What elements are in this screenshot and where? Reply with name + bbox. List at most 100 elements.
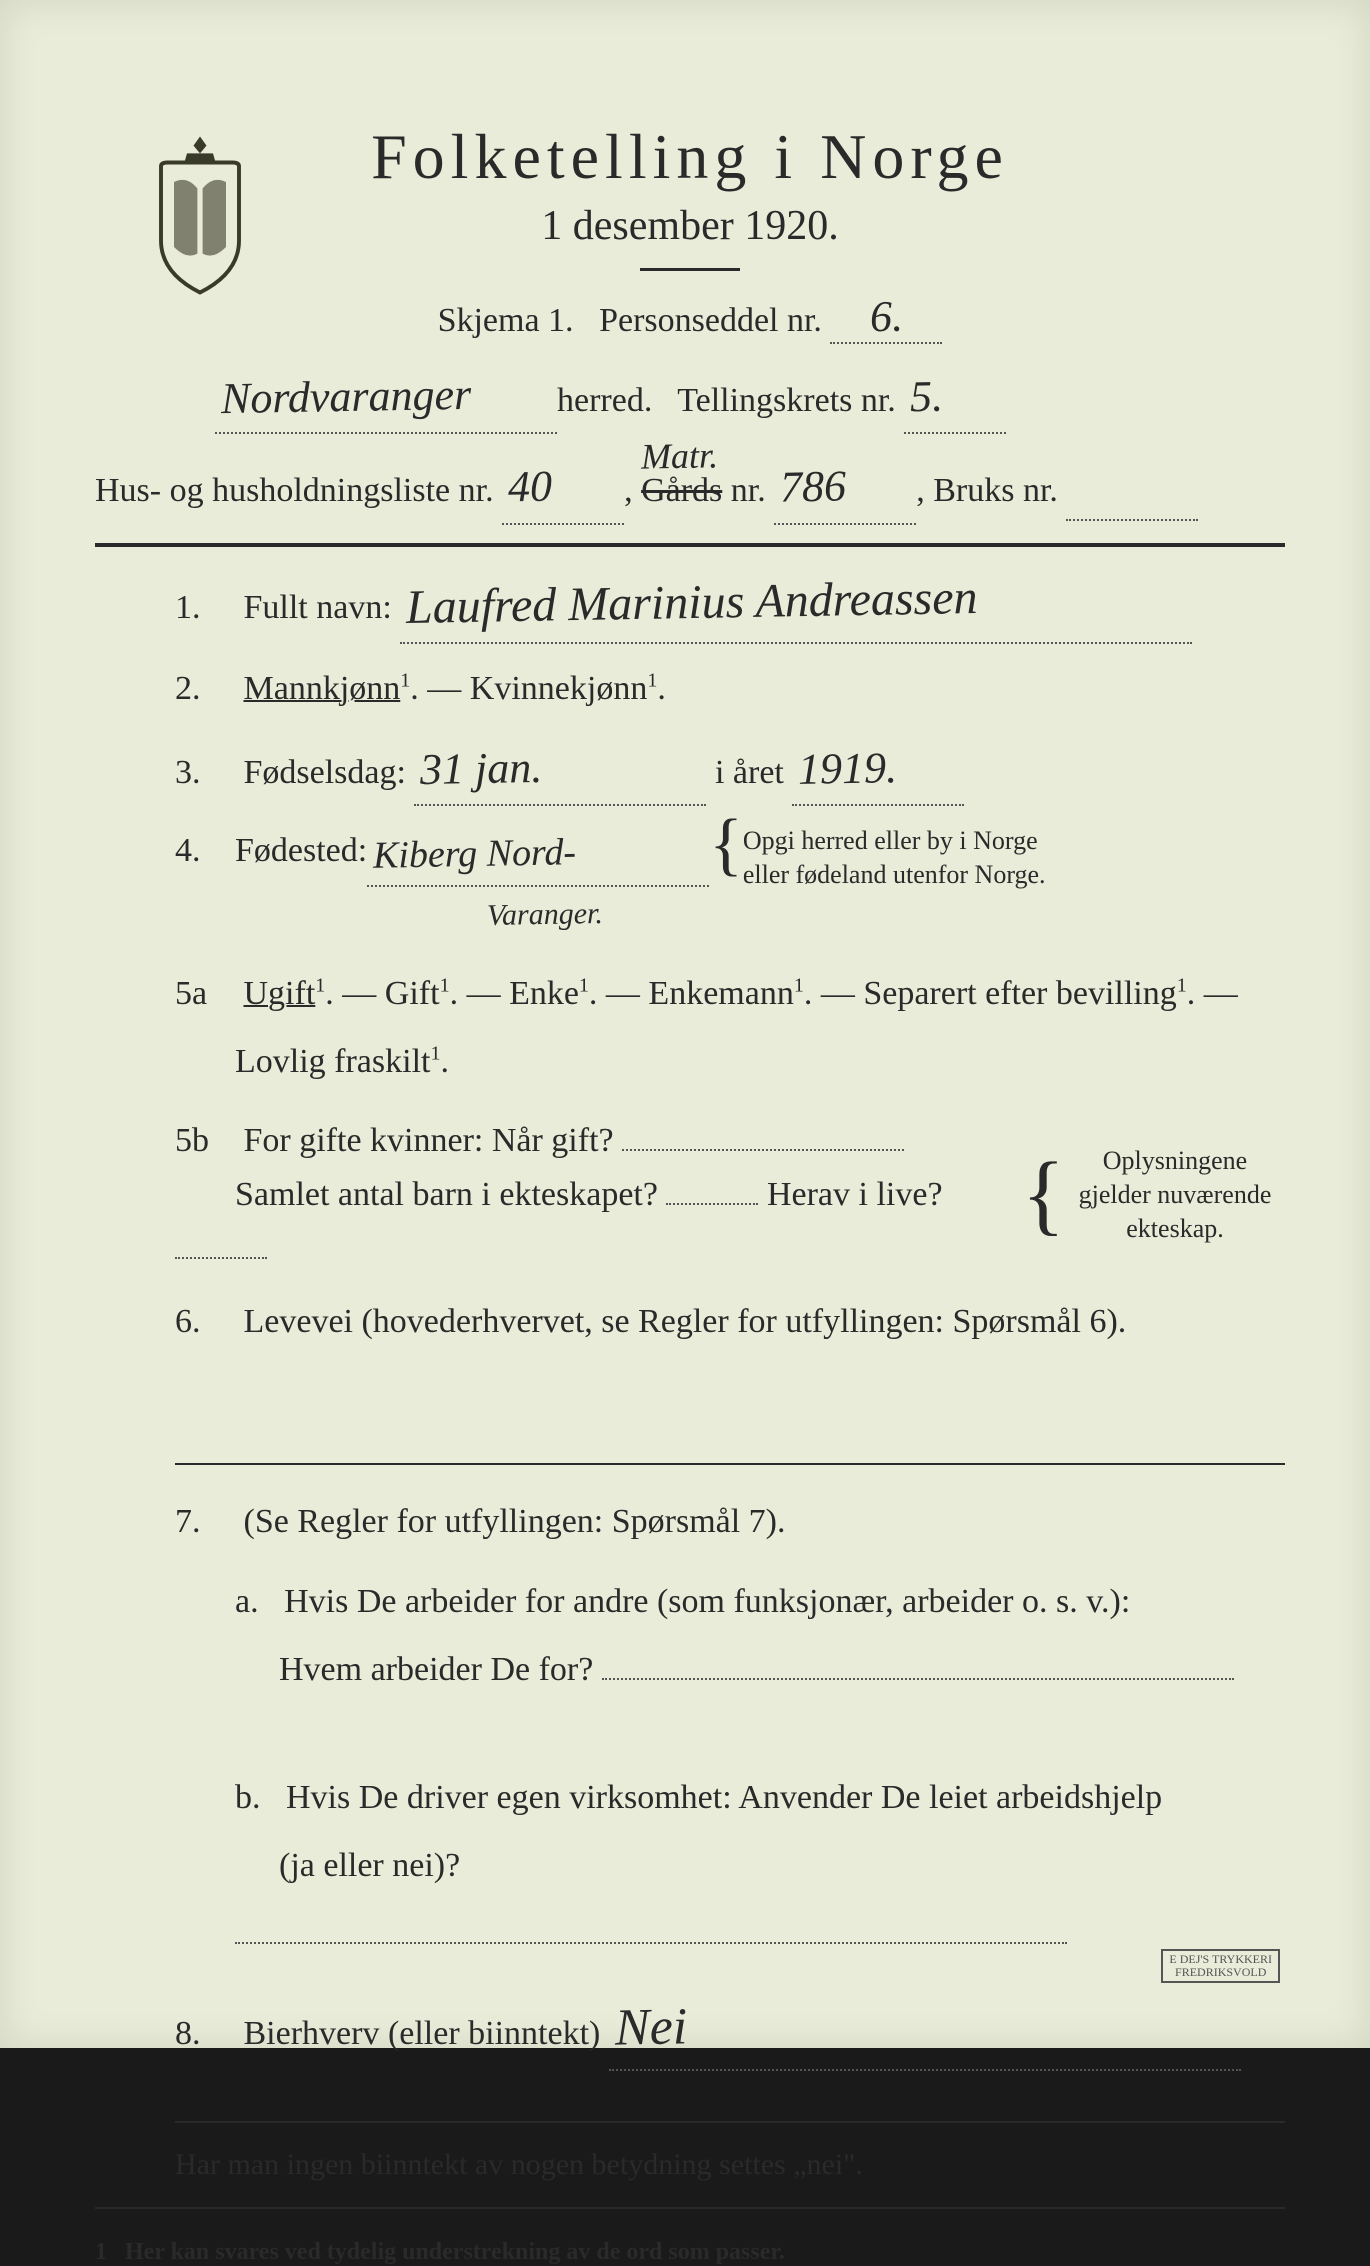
q7a-label: a. <box>235 1583 259 1620</box>
skjema-line: Skjema 1. Personseddel nr. 6. <box>95 291 1285 344</box>
q5b-line: 5b For gifte kvinner: Når gift? Samlet a… <box>95 1114 1285 1277</box>
q5a-s5: . — <box>1187 975 1238 1012</box>
q8-label: Bierhverv (eller biinntekt) <box>244 2015 601 2052</box>
q2-dash: . — <box>410 670 461 707</box>
q1-num: 1. <box>175 581 235 635</box>
tellingskrets-field: 5. <box>904 362 1006 434</box>
census-form-page: Folketelling i Norge 1 desember 1920. Sk… <box>0 0 1370 2048</box>
q4-value: Kiberg Nord- <box>373 823 577 887</box>
herred-value: Nordvaranger <box>220 360 471 435</box>
q5b-label2: Samlet antal barn i ekteskapet? <box>235 1176 658 1213</box>
stamp1: E DEJ'S TRYKKERI <box>1169 1952 1272 1966</box>
printer-stamp: E DEJ'S TRYKKERI FREDRIKSVOLD <box>1161 1949 1280 1983</box>
q1-field: Laufred Marinius Andreassen <box>400 565 1192 644</box>
q5b-note3: ekteskap. <box>1126 1214 1223 1243</box>
main-title: Folketelling i Norge <box>95 120 1285 194</box>
q4-line: 4. Fødested: Kiberg Nord- Varanger. { Op… <box>95 824 1285 941</box>
brace-icon-2: { <box>1022 1168 1065 1222</box>
bruks-label: , Bruks nr. <box>916 472 1058 509</box>
q4-note1: Opgi herred eller by i Norge <box>743 826 1038 855</box>
gards-wrap: Matr. Gårds <box>641 464 722 518</box>
q7a-text1: Hvis De arbeider for andre (som funksjon… <box>284 1583 1130 1620</box>
q5b-note1: Oplysningene <box>1103 1146 1247 1175</box>
q4-note2: eller fødeland utenfor Norge. <box>743 860 1046 889</box>
q5a-separert: Separert efter bevilling <box>863 975 1176 1012</box>
q6-blank <box>95 1367 1285 1457</box>
q8-line: 8. Bierhverv (eller biinntekt) Nei <box>95 1986 1285 2071</box>
coat-of-arms <box>135 130 265 300</box>
q5b-left: 5b For gifte kvinner: Når gift? Samlet a… <box>175 1114 1022 1277</box>
q4-label: Fødested: <box>235 824 367 878</box>
q5b-note: Oplysningene gjelder nuværende ekteskap. <box>1065 1144 1285 1245</box>
q3-line: 3. Fødselsdag: 31 jan. i året 1919. <box>95 734 1285 806</box>
census-date: 1 desember 1920. <box>95 202 1285 250</box>
personseddel-value: 6. <box>869 291 903 343</box>
q7-num: 7. <box>175 1495 235 1549</box>
q7a-line: a. Hvis De arbeider for andre (som funks… <box>95 1568 1285 1704</box>
gards-nr-label: nr. <box>722 472 765 509</box>
q2-male: Mannkjønn <box>244 670 401 707</box>
q3-year-label: i året <box>715 754 784 791</box>
stamp2: FREDRIKSVOLD <box>1175 1965 1266 1979</box>
footer-rule <box>175 2121 1285 2123</box>
q7-line: 7. (Se Regler for utfyllingen: Spørsmål … <box>95 1495 1285 1549</box>
husliste-field: 40 <box>502 452 624 524</box>
q3-year-value: 1919. <box>798 733 898 805</box>
form-header: Folketelling i Norge 1 desember 1920. <box>95 120 1285 271</box>
herred-label: herred. <box>557 382 652 419</box>
footnote-num: 1 <box>95 2239 107 2265</box>
q5b-barn-field <box>666 1203 758 1205</box>
q7a-text2: Hvem arbeider De for? <box>279 1651 593 1688</box>
q7b-field <box>235 1942 1067 1944</box>
footnote-text: Her kan svares ved tydelig understreknin… <box>125 2239 785 2265</box>
q4-value2: Varanger. <box>487 890 604 940</box>
q5a-enkemann: Enkemann <box>648 975 793 1012</box>
q4-field-wrap: Kiberg Nord- Varanger. <box>367 824 709 941</box>
footer-note: Har man ingen biinntekt av nogen betydni… <box>95 2141 1285 2189</box>
divider-thick <box>95 543 1285 547</box>
husliste-label: Hus- og husholdningsliste nr. <box>95 472 494 509</box>
q7b-label: b. <box>235 1779 261 1816</box>
husliste-line: Hus- og husholdningsliste nr. 40 , Matr.… <box>95 452 1285 524</box>
skjema-label: Skjema 1. <box>438 302 574 339</box>
q2-end: . <box>657 670 666 707</box>
q1-line: 1. Fullt navn: Laufred Marinius Andreass… <box>95 565 1285 644</box>
q5a-num: 5a <box>175 960 235 1028</box>
q2-num: 2. <box>175 662 235 716</box>
gards-field: 786 <box>774 452 916 524</box>
q7a-field <box>602 1678 1234 1680</box>
q5a-s1: . — <box>325 975 385 1012</box>
q3-day-field: 31 jan. <box>414 734 706 806</box>
q7b-text2: (ja eller nei)? <box>279 1847 460 1884</box>
q5a-gift: Gift <box>385 975 440 1012</box>
q8-num: 8. <box>175 2007 235 2061</box>
q5a-enke: Enke <box>509 975 579 1012</box>
q5b-gift-field <box>622 1149 904 1151</box>
q5b-note2: gjelder nuværende <box>1079 1180 1272 1209</box>
q7b-line: b. Hvis De driver egen virksomhet: Anven… <box>95 1764 1285 1968</box>
q5b-label3: Herav i live? <box>767 1176 943 1213</box>
q2-line: 2. Mannkjønn1. — Kvinnekjønn1. <box>95 662 1285 716</box>
herred-field: Nordvaranger <box>215 362 557 434</box>
bruks-field <box>1066 464 1198 520</box>
gards-value: 786 <box>780 452 847 524</box>
tellingskrets-value: 5. <box>910 362 944 433</box>
personseddel-field: 6. <box>830 291 942 344</box>
q5a-ugift: Ugift <box>244 975 316 1012</box>
q7-label: (Se Regler for utfyllingen: Spørsmål 7). <box>244 1503 786 1540</box>
q3-day-value: 31 jan. <box>420 733 543 806</box>
q5b-num: 5b <box>175 1114 235 1168</box>
q5a-s4: . — <box>804 975 864 1012</box>
q1-value: Laufred Marinius Andreassen <box>406 560 979 647</box>
gards-overwrite: Matr. <box>641 428 719 487</box>
q7b-text1: Hvis De driver egen virksomhet: Anvender… <box>286 1779 1162 1816</box>
q4-field: Kiberg Nord- <box>367 824 709 887</box>
footnote-rule <box>95 2207 1285 2209</box>
q5a-fraskilt: Lovlig fraskilt <box>235 1043 430 1080</box>
tellingskrets-label: Tellingskrets nr. <box>677 382 896 419</box>
title-divider <box>640 268 740 271</box>
q2-female: Kvinnekjønn <box>470 670 648 707</box>
q5b-label1: For gifte kvinner: Når gift? <box>244 1122 614 1159</box>
q3-num: 3. <box>175 746 235 800</box>
q8-field: Nei <box>609 1986 1241 2071</box>
